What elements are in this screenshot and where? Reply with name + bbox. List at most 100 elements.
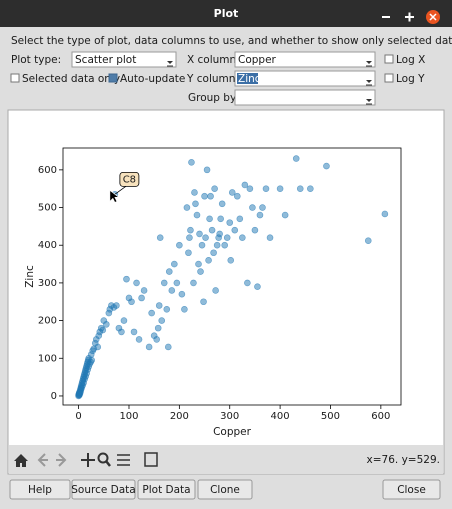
scatter-point [120, 317, 128, 324]
button[interactable] [382, 479, 441, 500]
log-y-checkbox[interactable] [384, 73, 394, 83]
button[interactable] [71, 479, 136, 500]
scatter-point [281, 211, 289, 219]
scatter-point [231, 226, 239, 234]
log-x-label: Log X [396, 54, 425, 66]
scatter-point [181, 305, 188, 313]
annotation-box [119, 171, 140, 187]
scatter-point [233, 192, 241, 200]
scatter-point [156, 234, 164, 241]
scatter-point [155, 302, 163, 309]
scatter-point [212, 287, 219, 294]
scatter-point [176, 241, 183, 249]
auto-update-checkbox[interactable] [108, 73, 118, 83]
scatter-point [208, 226, 216, 234]
scatter-point [197, 268, 204, 275]
group-by-label: Group by: [188, 92, 239, 104]
x-column-label: X column: [187, 54, 240, 66]
scatter-point [154, 324, 162, 332]
scatter-point [323, 162, 330, 170]
forward-icon[interactable] [56, 453, 67, 467]
mouse-cursor [109, 189, 120, 203]
combo-arrow [366, 80, 372, 83]
button[interactable] [137, 479, 196, 500]
scatter-point [251, 226, 259, 234]
button-label: Plot Data [142, 484, 190, 496]
scatter-point [239, 234, 246, 241]
selected-only-label: Selected data only [22, 73, 120, 85]
y-axis-label: Zinc [24, 265, 36, 288]
zoom-icon[interactable] [97, 452, 109, 464]
scatter-point [185, 249, 192, 257]
auto-update-label: Auto-update [120, 73, 185, 85]
scatter-point [221, 241, 228, 249]
plot-type-combo[interactable] [71, 51, 177, 68]
scatter-point [75, 389, 83, 397]
scatter-point [128, 298, 135, 306]
configure-icon[interactable] [117, 454, 130, 466]
scatter-point [94, 343, 102, 351]
scatter-point [381, 210, 389, 218]
scatter-point [210, 249, 217, 257]
pan-icon[interactable] [81, 453, 95, 467]
instructions: Select the type of plot, data columns to… [11, 35, 452, 47]
scatter-point [192, 200, 199, 208]
button[interactable] [9, 479, 71, 500]
scatter-point [191, 189, 198, 196]
scatter-point [201, 192, 208, 200]
scatter-point [266, 234, 274, 241]
scatter-point [227, 256, 235, 264]
scatter-point [254, 283, 261, 290]
button[interactable] [197, 479, 253, 500]
scatter-point [138, 294, 145, 302]
y-tick-label: 300 [38, 278, 57, 289]
scatter-point [145, 343, 153, 351]
axes-box [62, 147, 402, 406]
y-tick-label: 500 [38, 203, 57, 214]
save-icon[interactable] [144, 452, 158, 467]
scatter-point [158, 317, 166, 324]
home-icon[interactable] [14, 454, 28, 467]
scatter-point [113, 302, 120, 309]
scatter-point [153, 336, 160, 343]
scatter-point [200, 298, 207, 306]
x-tick-label: 200 [170, 411, 189, 422]
x-column-combo[interactable] [234, 51, 376, 68]
maximize-button[interactable] [405, 12, 414, 22]
log-y-label: Log Y [396, 73, 425, 85]
scatter-point [256, 211, 264, 219]
scatter-point [259, 204, 266, 211]
scatter-point [211, 185, 218, 192]
scatter-point [236, 215, 244, 223]
y-tick-label: 100 [38, 353, 57, 364]
title-bar [0, 0, 452, 27]
scatter-point [135, 336, 143, 343]
scatter-point [195, 260, 202, 268]
y-column-combo[interactable] [234, 70, 376, 87]
selected-only-checkbox[interactable] [10, 73, 20, 83]
scatter-point [296, 185, 304, 192]
close-icon [429, 13, 437, 21]
scatter-point [186, 234, 193, 241]
scatter-point [99, 326, 107, 334]
back-icon[interactable] [37, 453, 48, 467]
x-axis-label: Copper [213, 426, 252, 438]
group-by-combo[interactable] [234, 89, 376, 106]
window-title: Plot [214, 7, 239, 20]
y-tick-label: 0 [51, 391, 57, 402]
scatter-point [244, 279, 251, 287]
scatter-point [196, 230, 203, 238]
scatter-point [193, 211, 201, 219]
scatter-point [173, 279, 181, 287]
plot-type-label: Plot type: [11, 54, 61, 66]
cursor-status: x=76. y=529. [367, 454, 440, 466]
button-label: Close [397, 484, 426, 496]
scatter-point [292, 155, 300, 162]
zoom-handle [105, 460, 111, 467]
log-x-checkbox[interactable] [384, 54, 394, 64]
plot-type-value: Scatter plot [75, 54, 136, 66]
scatter-point [160, 279, 168, 287]
scatter-point [228, 189, 236, 196]
scatter-point [123, 275, 130, 283]
